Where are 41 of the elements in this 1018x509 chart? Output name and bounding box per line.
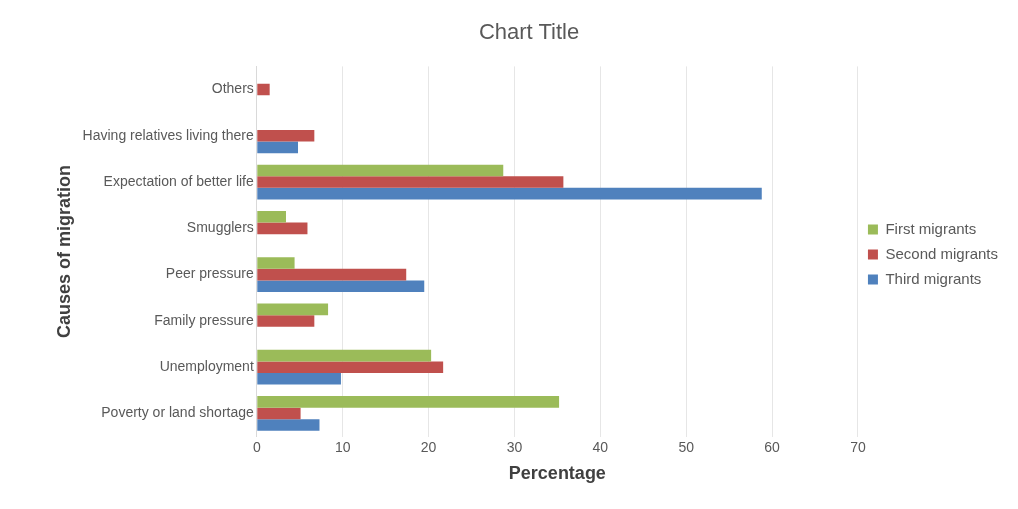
bar <box>257 407 301 420</box>
x-tick-label: 20 <box>420 438 437 455</box>
y-tick-label: Peer pressure <box>165 265 254 282</box>
bar <box>257 361 444 373</box>
bar <box>257 349 432 362</box>
x-tick-label: 70 <box>850 438 866 455</box>
x-tick-label: 30 <box>506 438 523 455</box>
bar <box>257 130 315 142</box>
y-tick-label: Others <box>211 80 254 97</box>
bar <box>257 222 308 235</box>
legend-label: First migrants <box>885 219 977 237</box>
bar <box>257 280 425 292</box>
bar <box>257 268 407 281</box>
y-tick-label: Poverty or land shortage <box>101 404 255 421</box>
x-tick-label: 40 <box>592 438 609 455</box>
bar <box>257 303 329 316</box>
bar <box>257 187 762 200</box>
bar <box>257 257 295 269</box>
x-tick-label: 60 <box>764 438 781 455</box>
x-tick-label: 0 <box>252 438 261 455</box>
y-tick-label: Expectation of better life <box>103 172 254 189</box>
bar <box>257 176 564 188</box>
bar <box>257 372 341 385</box>
x-tick-label: 50 <box>678 438 695 455</box>
bar <box>257 83 270 96</box>
bar <box>257 211 286 223</box>
bar <box>257 396 560 408</box>
bar <box>257 141 299 154</box>
x-axis-title: Percentage <box>508 463 606 484</box>
y-tick-label: Unemployment <box>159 358 254 375</box>
bar <box>257 419 320 431</box>
x-tick-label: 10 <box>334 438 351 455</box>
chart-title: Chart Title <box>478 19 580 45</box>
y-tick-label: Family pressure <box>154 311 254 328</box>
bar <box>257 315 315 327</box>
y-tick-label: Having relatives living there <box>82 126 254 143</box>
bar <box>257 164 504 177</box>
legend-label: Third migrants <box>885 269 982 287</box>
y-tick-label: Smugglers <box>186 219 254 236</box>
legend-label: Second migrants <box>885 244 998 262</box>
y-axis-title: Causes of migration <box>53 164 74 339</box>
